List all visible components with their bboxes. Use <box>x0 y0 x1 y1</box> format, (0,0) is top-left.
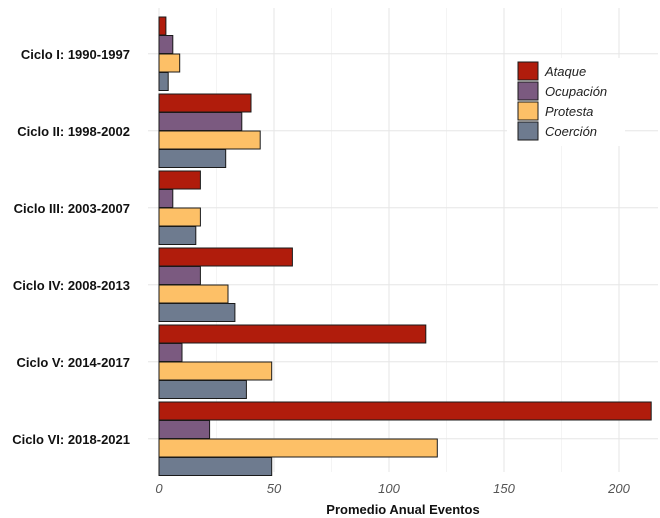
bar-coerción-2 <box>158 149 227 168</box>
bar-ocupación-1 <box>158 35 174 54</box>
x-tick-label: 100 <box>378 481 400 496</box>
category-label: Ciclo I: 1990-1997 <box>21 47 130 62</box>
bar-ataque-1 <box>158 16 167 36</box>
category-label: Ciclo V: 2014-2017 <box>17 355 130 370</box>
bar-ocupación-5 <box>158 343 183 362</box>
category-label: Ciclo VI: 2018-2021 <box>12 432 130 447</box>
legend-swatch-coerción <box>517 121 539 141</box>
bar-ataque-4 <box>158 247 293 267</box>
x-tick-labels: 0 50 100 150 200 <box>155 481 630 496</box>
x-tick-label: 0 <box>155 481 163 496</box>
x-tick-label: 150 <box>493 481 515 496</box>
bar-coerción-1 <box>158 72 169 91</box>
bar-ataque-6 <box>158 401 652 421</box>
legend-label: Ocupación <box>545 84 607 99</box>
bar-protesta-6 <box>158 438 438 458</box>
category-label: Ciclo II: 1998-2002 <box>17 124 130 139</box>
bar-ocupación-2 <box>158 112 243 131</box>
legend-swatch-ataque <box>517 61 539 81</box>
bars <box>158 16 652 476</box>
legend-label: Ataque <box>544 64 586 79</box>
bar-coerción-5 <box>158 380 247 399</box>
category-label: Ciclo IV: 2008-2013 <box>13 278 130 293</box>
legend-label: Protesta <box>545 104 593 119</box>
legend-swatch-protesta <box>517 101 539 121</box>
bar-protesta-5 <box>158 361 273 381</box>
bar-ocupación-4 <box>158 266 201 285</box>
x-axis-title: Promedio Anual Eventos <box>326 502 479 517</box>
bar-ataque-2 <box>158 93 252 113</box>
bar-protesta-1 <box>158 53 181 73</box>
bar-coerción-3 <box>158 226 197 245</box>
bar-coerción-6 <box>158 457 273 476</box>
bar-coerción-4 <box>158 303 236 322</box>
bar-ataque-5 <box>158 324 427 344</box>
x-tick-label: 50 <box>267 481 282 496</box>
category-label: Ciclo III: 2003-2007 <box>14 201 130 216</box>
bar-protesta-2 <box>158 130 261 150</box>
category-labels: Ciclo I: 1990-1997 Ciclo II: 1998-2002 Cic… <box>12 47 130 447</box>
bar-ocupación-3 <box>158 189 174 208</box>
bar-protesta-3 <box>158 207 201 227</box>
bar-protesta-4 <box>158 284 229 304</box>
legend: Ataque Ocupación Protesta Coerción <box>507 58 625 146</box>
bar-ataque-3 <box>158 170 201 190</box>
bar-ocupación-6 <box>158 420 211 439</box>
legend-label: Coerción <box>545 124 597 139</box>
legend-swatch-ocupación <box>517 81 539 101</box>
x-tick-label: 200 <box>607 481 630 496</box>
